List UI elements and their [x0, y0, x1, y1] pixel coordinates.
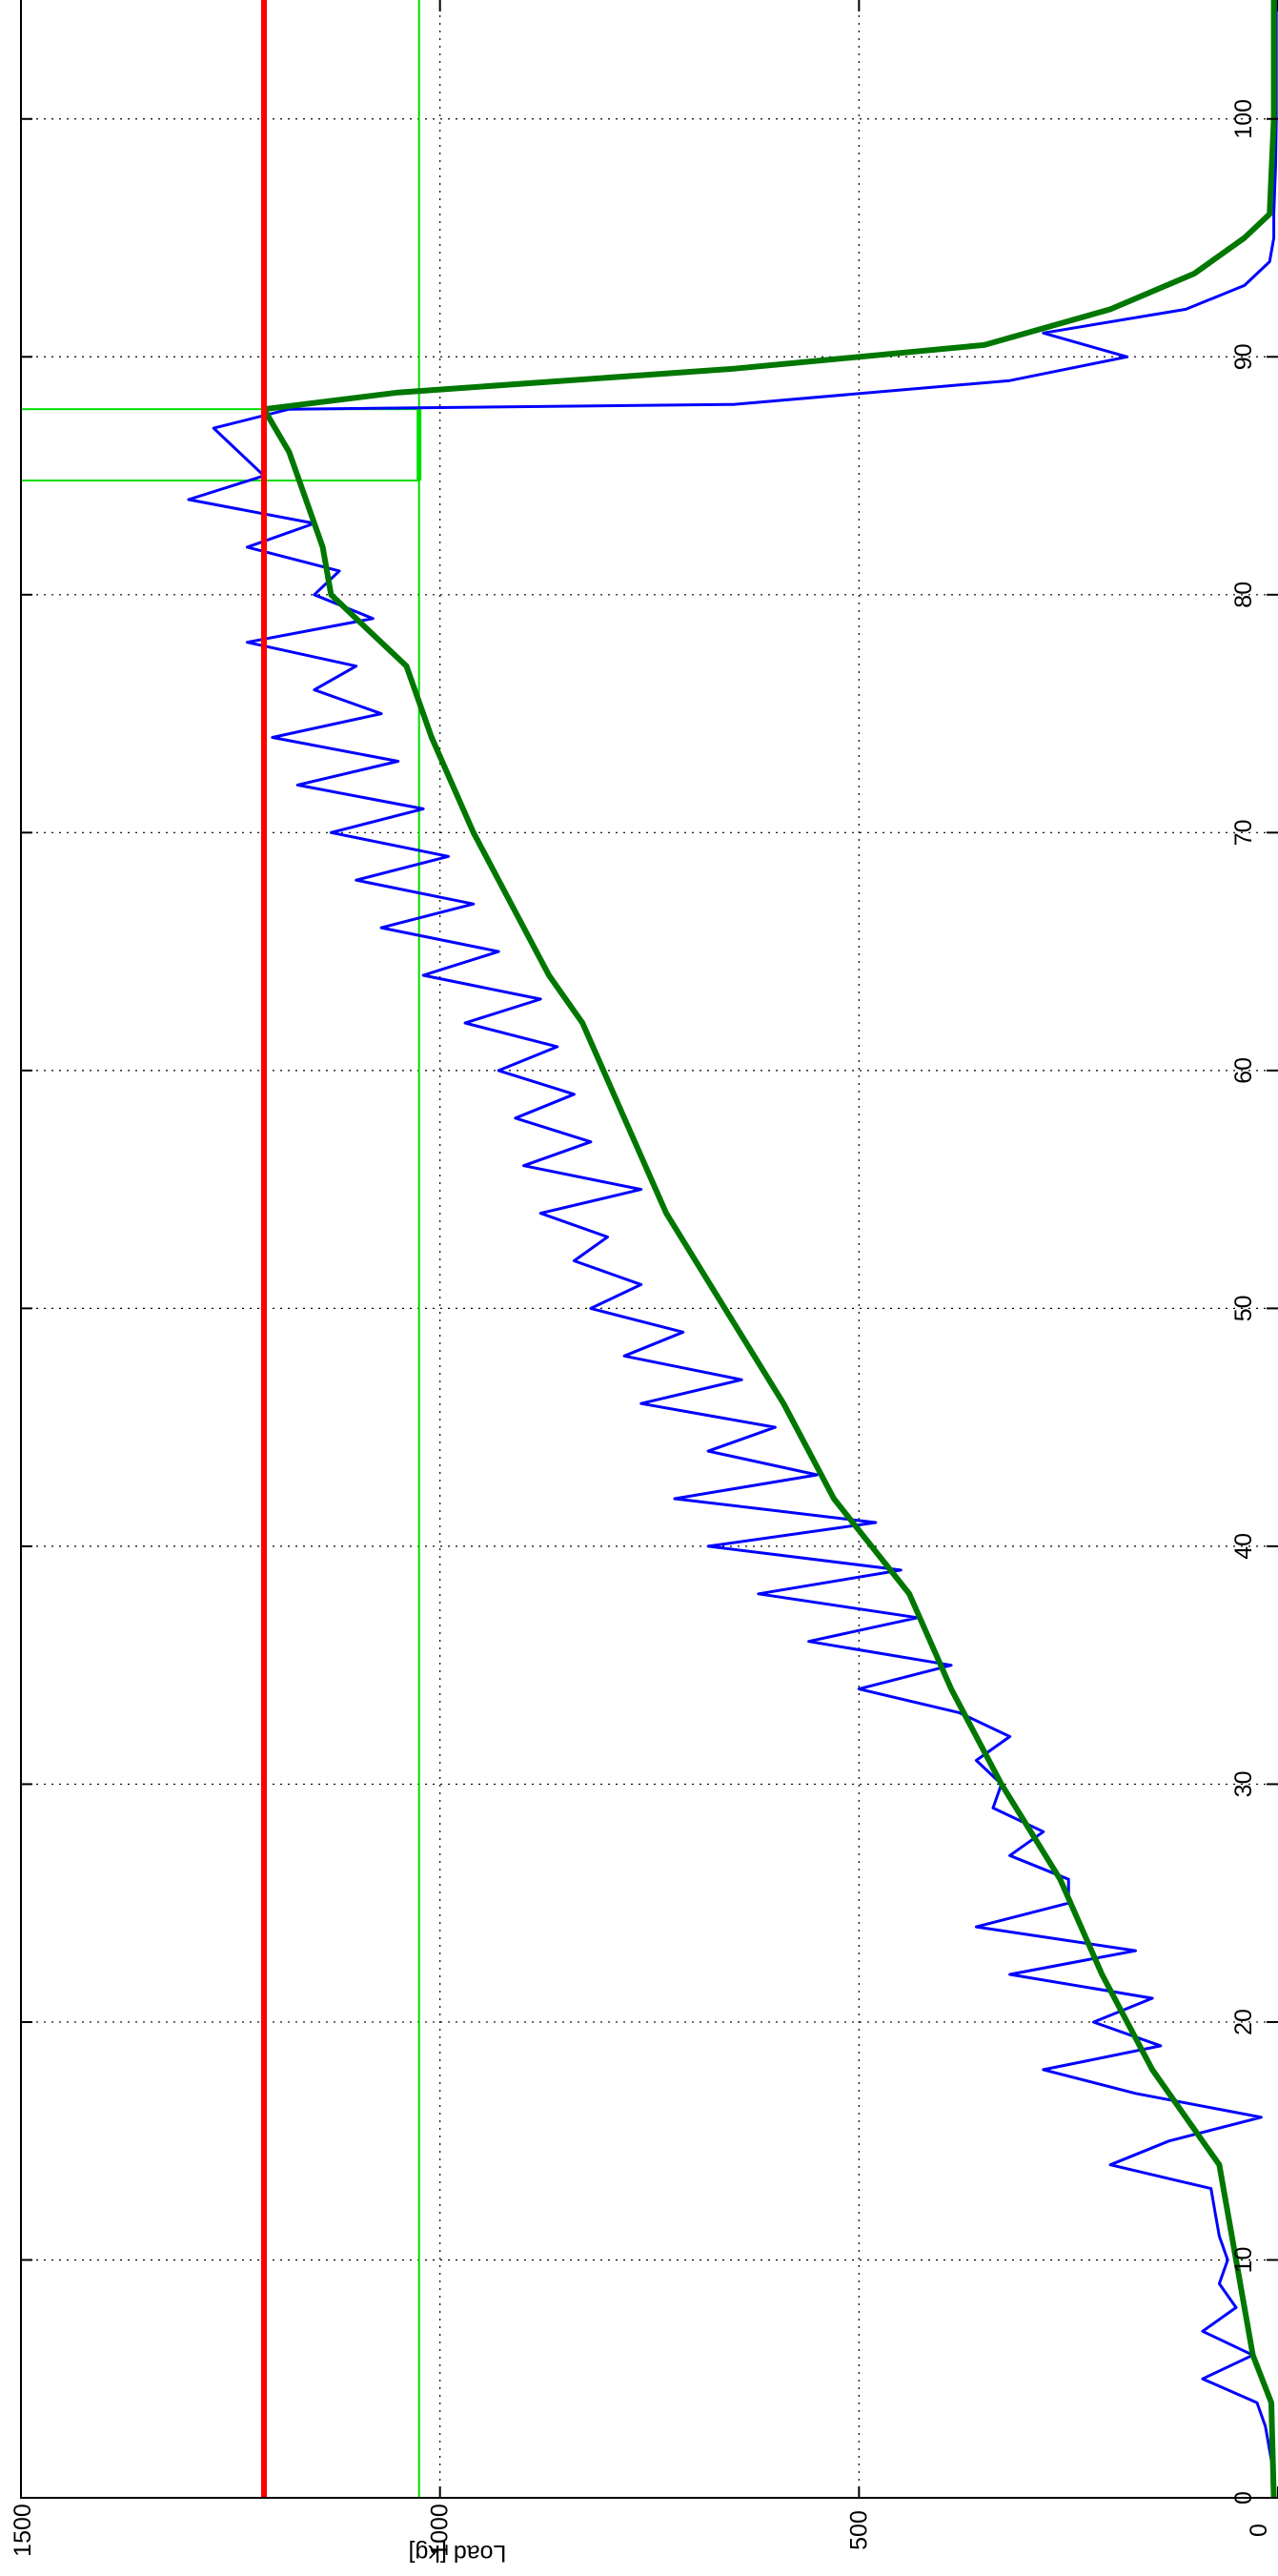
- x-tick-label: 100: [1230, 99, 1257, 139]
- x-tick-label: 80: [1230, 582, 1257, 608]
- y-tick-label: 500: [845, 2510, 872, 2550]
- x-tick-label: 20: [1230, 2009, 1257, 2035]
- x-tick-labels: 0 10 20 30 40 50 60 70 80 90 100: [1230, 99, 1257, 2504]
- x-tick-label: 30: [1230, 1771, 1257, 1798]
- y-axis-label: Load [kg]: [409, 2540, 507, 2566]
- series-group: [187, 0, 1278, 2499]
- x-tick-label: 50: [1230, 1295, 1257, 1321]
- plot-frame: [20, 0, 1278, 2499]
- x-tick-label: 40: [1230, 1533, 1257, 1560]
- axes-frame: [20, 0, 1278, 2499]
- y-tick-labels: 0 500 1000 1500: [10, 2504, 1272, 2557]
- x-tick-label: 60: [1230, 1057, 1257, 1084]
- y-tick-label: 1500: [10, 2504, 36, 2557]
- x-tick-label: 10: [1230, 2247, 1257, 2274]
- y-tick-label: 0: [1246, 2524, 1272, 2537]
- y-tick-label: 1000: [427, 2504, 454, 2557]
- x-tick-label: 70: [1230, 819, 1257, 846]
- x-tick-label: 0: [1230, 2491, 1257, 2504]
- x-tick-label: 90: [1230, 343, 1257, 370]
- series-line-smoothed: [261, 0, 1277, 2499]
